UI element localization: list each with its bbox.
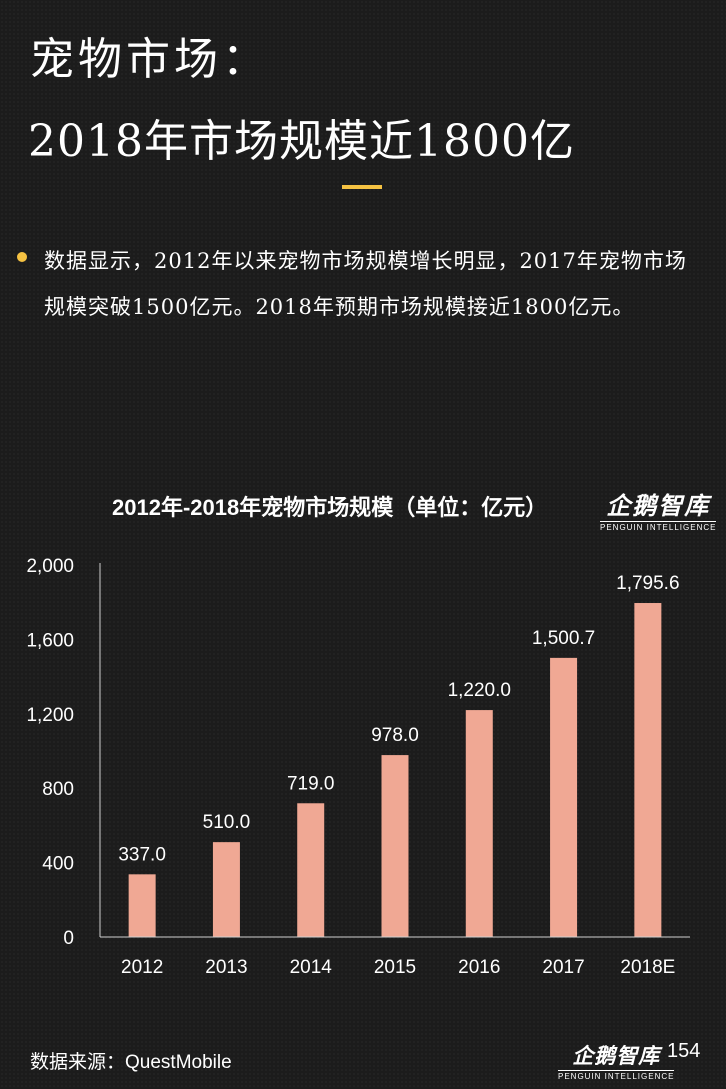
y-tick-label: 400 [42, 854, 74, 875]
value-labels: 337.0 510.0 719.0 978.0 1,220.0 1,500.7 1,795.… [118, 573, 679, 865]
page-number: 154 [667, 1040, 701, 1062]
page-title-line1: 宠物市场： [30, 34, 270, 85]
x-tick-label: 2015 [374, 957, 416, 978]
bar-2013 [212, 842, 240, 937]
bar-2015 [381, 755, 409, 937]
summary-text: 数据显示，2012年以来宠物市场规模增长明显，2017年宠物市场规模突破1500… [44, 249, 687, 319]
x-tick-label: 2013 [205, 957, 247, 978]
bar-2018E [634, 603, 662, 937]
bar-2017 [550, 657, 578, 937]
bullet-dot-icon [17, 252, 27, 262]
bar-value-label: 1,220.0 [448, 680, 511, 701]
bar-value-label: 337.0 [118, 844, 166, 865]
bar-2016 [465, 710, 493, 937]
footer-logo-subtitle: PENGUIN INTELLIGENCE [558, 1070, 675, 1081]
chart-title: 2012年-2018年宠物市场规模（单位：亿元） [112, 495, 548, 520]
logo-subtitle: PENGUIN INTELLIGENCE [600, 521, 717, 532]
bar-chart: 0 400 800 1,200 1,600 2,000 337.0 510.0 719.0 97… [26, 556, 690, 978]
logo-name: 企鹅智库 [606, 493, 711, 520]
penguin-intelligence-footer-logo: 企鹅智库 PENGUIN INTELLIGENCE [558, 1040, 675, 1081]
bar-value-label: 510.0 [203, 812, 251, 833]
bar-value-label: 978.0 [371, 725, 419, 746]
bar-value-label: 1,500.7 [532, 628, 595, 649]
bar-2012 [128, 874, 156, 937]
page-title-line2: 2018年市场规模近1800亿 [28, 116, 575, 167]
title-underline [342, 185, 382, 189]
y-axis: 0 400 800 1,200 1,600 2,000 [26, 556, 101, 949]
x-tick-label: 2018E [620, 957, 675, 978]
x-tick-label: 2014 [290, 957, 333, 978]
x-tick-label: 2016 [458, 957, 500, 978]
x-tick-label: 2017 [542, 957, 584, 978]
bars [128, 603, 662, 937]
bar-value-label: 1,795.6 [616, 573, 679, 594]
y-tick-label: 800 [42, 779, 74, 800]
y-tick-label: 0 [63, 928, 74, 949]
y-tick-label: 2,000 [26, 556, 74, 577]
bar-value-label: 719.0 [287, 773, 335, 794]
y-tick-label: 1,200 [26, 705, 74, 726]
penguin-intelligence-logo: 企鹅智库 PENGUIN INTELLIGENCE [600, 486, 717, 532]
x-axis: 2012 2013 2014 2015 2016 2017 2018E [100, 936, 690, 978]
y-tick-label: 1,600 [26, 630, 74, 651]
footer-logo-name: 企鹅智库 [572, 1045, 661, 1068]
x-tick-label: 2012 [121, 957, 163, 978]
bar-2014 [297, 803, 325, 937]
data-source: 数据来源：QuestMobile [30, 1052, 232, 1073]
